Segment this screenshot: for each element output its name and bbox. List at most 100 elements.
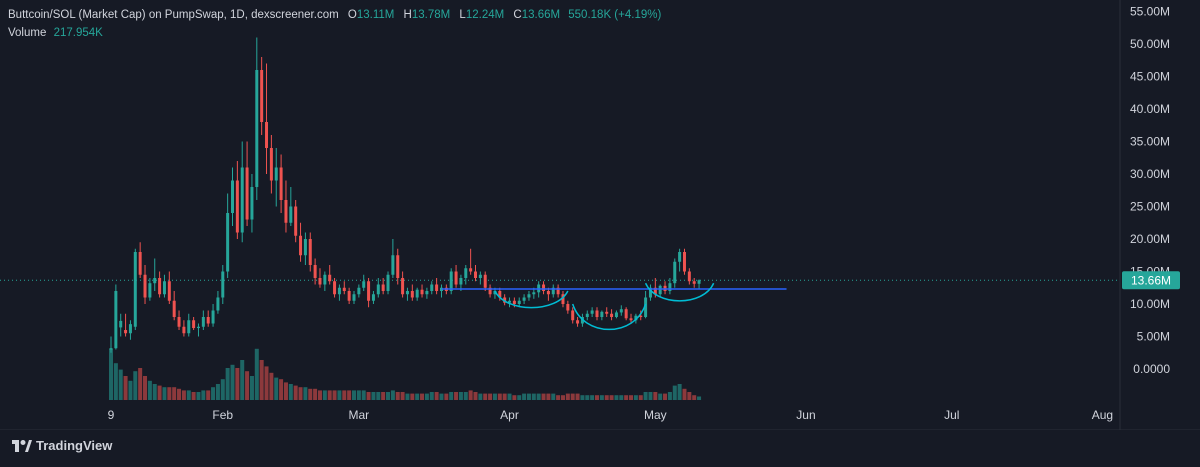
volume-bar (590, 395, 595, 400)
price-tick-label: 35.00M (1130, 135, 1170, 149)
volume-bar (692, 395, 697, 400)
volume-bar (614, 395, 619, 400)
candle-body (294, 206, 298, 236)
volume-bar (653, 392, 658, 400)
candle-body (240, 167, 244, 233)
volume-bar (604, 395, 609, 400)
volume-bar (225, 368, 230, 400)
footer-bar: TradingView (0, 430, 1200, 462)
volume-bar (454, 392, 459, 400)
candle-body (469, 268, 473, 272)
candle-body (279, 167, 283, 200)
tradingview-brand[interactable]: TradingView (12, 438, 112, 453)
close-label: C (513, 9, 522, 21)
price-tick-label: 25.00M (1130, 200, 1170, 214)
time-axis-label: 9 (108, 408, 115, 422)
candle-body (303, 239, 307, 256)
candle-body (143, 274, 147, 298)
volume-bar (556, 395, 561, 400)
current-price-badge (1122, 271, 1180, 290)
volume-bar (463, 392, 468, 400)
volume-bar (269, 372, 274, 400)
volume-bar (317, 390, 322, 400)
candle-body (474, 271, 477, 278)
volume-bar (415, 393, 420, 400)
candle-body (158, 278, 162, 295)
volume-bar (332, 390, 337, 400)
candle-body (196, 326, 200, 329)
candle-body (367, 281, 371, 301)
candle-body (172, 300, 176, 317)
candle-body (576, 320, 580, 324)
candle-body (211, 310, 215, 324)
candle-body (182, 326, 186, 334)
candle-body (265, 122, 269, 148)
volume-bar (352, 390, 356, 400)
high-label: H (403, 9, 412, 21)
volume-bar (599, 395, 604, 400)
candle-body (313, 265, 317, 278)
candle-body (610, 313, 614, 317)
volume-bar (245, 371, 250, 400)
cup-arc (571, 303, 647, 331)
volume-bar (313, 388, 318, 400)
volume-bar (264, 366, 269, 400)
candle-body (284, 200, 288, 223)
volume-bar (215, 384, 220, 400)
volume-bar (624, 395, 629, 400)
candle-body (206, 317, 210, 324)
candle-body (687, 271, 691, 282)
candle-body (128, 324, 132, 334)
candle-body (401, 278, 405, 295)
volume-bar (682, 388, 687, 400)
volume-bar (308, 388, 313, 400)
candle-body (415, 289, 419, 298)
candle-body (595, 310, 599, 317)
price-tick-label: 20.00M (1130, 232, 1170, 246)
volume-bar (172, 387, 177, 400)
candle-body (201, 317, 205, 327)
volume-bar (410, 393, 415, 400)
volume-bar (502, 393, 507, 400)
volume-bar (497, 393, 502, 400)
volume-bar (575, 393, 580, 400)
candle-body (342, 287, 346, 291)
candle-body (585, 313, 589, 317)
change-value: 550.18K (+4.19%) (568, 9, 662, 21)
volume-bar (220, 379, 225, 400)
volume-bar (420, 393, 425, 400)
cup-arc (494, 290, 569, 309)
candle-body (658, 285, 662, 295)
time-axis-label: May (644, 408, 667, 422)
candle-body (634, 315, 638, 321)
volume-bar (483, 393, 488, 400)
volume-bar (458, 392, 463, 400)
volume-bar (546, 393, 551, 400)
volume-bar (279, 379, 284, 400)
candle-body (245, 167, 249, 220)
candle-body (114, 291, 118, 349)
candle-body (522, 297, 526, 301)
cup-arc (644, 282, 715, 302)
volume-bar (609, 395, 614, 400)
volume-bar (371, 392, 376, 400)
volume-bar (619, 395, 624, 400)
volume-bar (526, 393, 531, 400)
volume-bar (424, 393, 429, 400)
candle-body (308, 239, 312, 265)
volume-bar (488, 393, 493, 400)
candle-body (255, 70, 259, 187)
time-axis-label: Mar (349, 408, 370, 422)
candle-body (561, 294, 565, 304)
candle-body (289, 206, 293, 223)
volume-bar (356, 390, 361, 400)
volume-bar (449, 392, 454, 400)
volume-bar (429, 392, 434, 400)
candle-body (653, 287, 657, 295)
volume-bar (585, 395, 590, 400)
price-tick-label: 30.00M (1130, 167, 1170, 181)
candle-body (420, 289, 424, 295)
candle-body (333, 281, 337, 295)
